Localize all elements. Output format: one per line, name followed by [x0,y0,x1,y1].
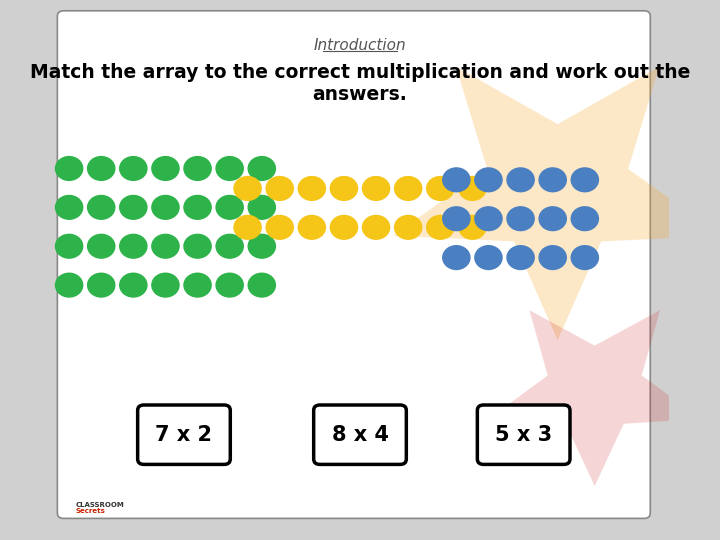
Circle shape [507,207,534,231]
Text: Secrets: Secrets [76,508,106,515]
Circle shape [427,177,454,200]
Circle shape [184,273,211,297]
Circle shape [459,215,486,239]
Circle shape [330,177,358,200]
Polygon shape [393,66,720,340]
Circle shape [248,273,275,297]
Circle shape [266,177,293,200]
Circle shape [216,195,243,219]
Circle shape [88,234,114,258]
Circle shape [475,207,502,231]
Circle shape [475,246,502,269]
Circle shape [539,246,567,269]
Circle shape [55,157,83,180]
Circle shape [507,246,534,269]
Text: Introduction: Introduction [314,38,406,53]
Text: 7 x 2: 7 x 2 [156,424,212,445]
Circle shape [475,168,502,192]
Circle shape [88,157,114,180]
Text: 8 x 4: 8 x 4 [331,424,389,445]
Circle shape [362,215,390,239]
Circle shape [55,273,83,297]
Circle shape [298,177,325,200]
Circle shape [88,195,114,219]
Circle shape [507,168,534,192]
Text: 5 x 3: 5 x 3 [495,424,552,445]
Circle shape [459,177,486,200]
Circle shape [234,215,261,239]
Circle shape [88,273,114,297]
Circle shape [330,215,358,239]
Circle shape [152,195,179,219]
Circle shape [539,168,567,192]
Circle shape [443,207,470,231]
Circle shape [55,234,83,258]
Circle shape [427,215,454,239]
FancyBboxPatch shape [314,405,406,464]
FancyBboxPatch shape [477,405,570,464]
Circle shape [120,234,147,258]
Circle shape [443,168,470,192]
Circle shape [216,234,243,258]
Polygon shape [489,310,701,486]
Circle shape [248,195,275,219]
Circle shape [152,273,179,297]
Circle shape [216,157,243,180]
Circle shape [184,234,211,258]
Circle shape [266,215,293,239]
Circle shape [395,215,422,239]
Circle shape [571,168,598,192]
Circle shape [571,207,598,231]
Circle shape [571,246,598,269]
Circle shape [248,157,275,180]
Circle shape [120,157,147,180]
FancyBboxPatch shape [58,11,650,518]
Circle shape [184,195,211,219]
Circle shape [152,234,179,258]
Circle shape [298,215,325,239]
Circle shape [120,273,147,297]
Circle shape [184,157,211,180]
Text: CLASSROOM: CLASSROOM [76,502,125,508]
Circle shape [362,177,390,200]
Circle shape [248,234,275,258]
Circle shape [395,177,422,200]
Circle shape [539,207,567,231]
Circle shape [152,157,179,180]
Circle shape [216,273,243,297]
FancyBboxPatch shape [138,405,230,464]
Circle shape [120,195,147,219]
Circle shape [55,195,83,219]
Text: Match the array to the correct multiplication and work out the
answers.: Match the array to the correct multiplic… [30,63,690,104]
Circle shape [234,177,261,200]
Circle shape [443,246,470,269]
